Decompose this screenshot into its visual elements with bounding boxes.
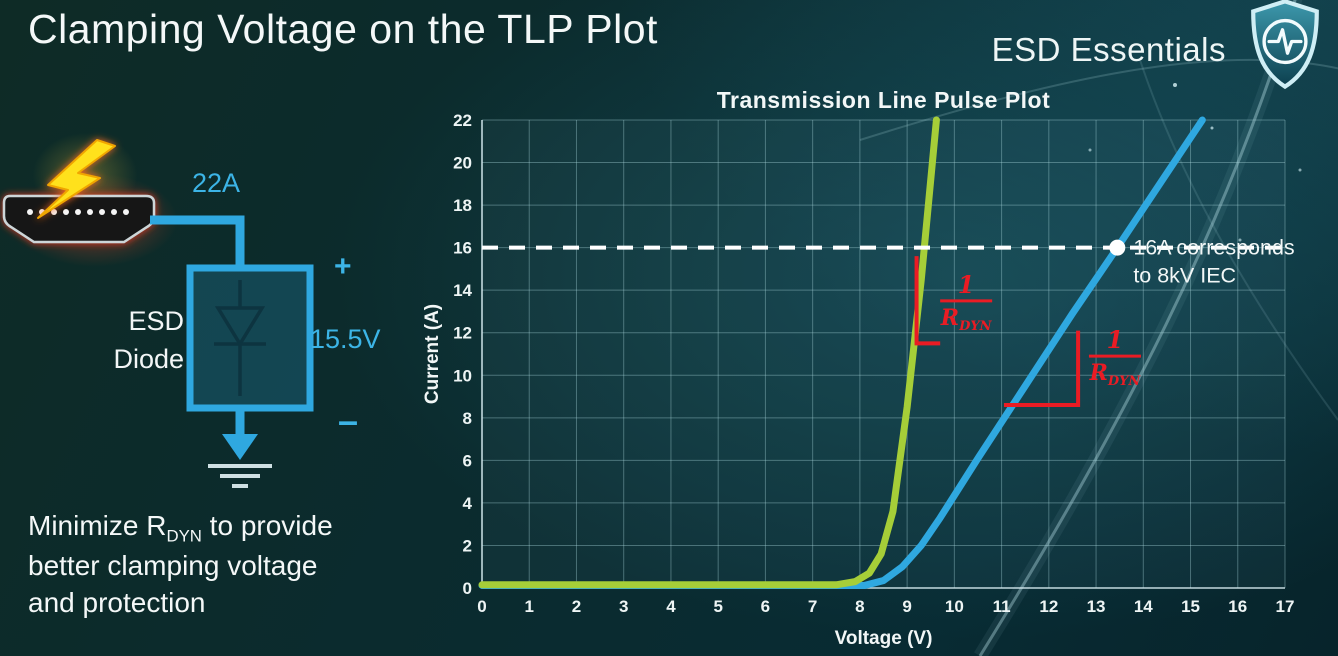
minus-label: –: [338, 400, 359, 441]
y-tick-labels: 0 2 4 6 8 10 12 14 16 18 20 22: [453, 111, 472, 598]
note-line1-pre: Minimize R: [28, 510, 167, 541]
swoosh-glow-1: [974, 0, 1303, 656]
svg-text:to 8kV IEC: to 8kV IEC: [1133, 264, 1236, 288]
svg-text:6: 6: [463, 451, 472, 470]
svg-text:12: 12: [1039, 597, 1058, 616]
rdyn-fraction-0: 1 RDYN: [940, 270, 993, 334]
surge-wire: [150, 215, 245, 270]
svg-text:13: 13: [1087, 597, 1106, 616]
svg-text:4: 4: [463, 494, 473, 513]
note-line1-post: to provide: [201, 510, 333, 541]
esd-diode-box: [186, 264, 314, 412]
svg-text:2: 2: [463, 536, 472, 555]
rdyn-fraction-1: 1 RDYN: [1089, 325, 1142, 389]
svg-text:2: 2: [572, 597, 581, 616]
hdmi-connector-icon: [2, 194, 156, 244]
esd-diode-label-line1: ESD: [128, 306, 184, 336]
esd-diagram-graphic: [2, 139, 314, 488]
svg-text:6: 6: [761, 597, 770, 616]
svg-text:1: 1: [958, 270, 975, 299]
surge-current-label: 22A: [192, 168, 241, 198]
clamp-voltage-label: 15.5V: [310, 324, 381, 354]
svg-text:0: 0: [477, 597, 486, 616]
svg-text:20: 20: [453, 154, 472, 173]
svg-text:15: 15: [1181, 597, 1200, 616]
svg-text:16: 16: [1228, 597, 1247, 616]
x-tick-labels: 0 1 2 3 4 5 6 7 8 9 10 11 12 13 14 15 16 17: [477, 597, 1294, 616]
svg-text:7: 7: [808, 597, 817, 616]
esd-diode-label-line2: Diode: [113, 344, 184, 375]
lightning-bolt-icon: [37, 139, 116, 219]
svg-text:14: 14: [1134, 597, 1153, 616]
note-line1-sub: DYN: [166, 526, 202, 546]
chart-title: Transmission Line Pulse Plot: [717, 88, 1051, 113]
diode-symbol: [214, 280, 266, 396]
plot-area: [482, 120, 1285, 588]
clamping-note: Minimize RDYN to provide better clamping…: [28, 508, 333, 622]
ground-symbol-icon: [208, 464, 272, 488]
svg-text:RDYN: RDYN: [1089, 360, 1142, 389]
svg-text:17: 17: [1276, 597, 1295, 616]
svg-text:12: 12: [453, 324, 472, 343]
slope-indicator-1: [1003, 330, 1081, 408]
svg-text:RDYN: RDYN: [940, 305, 993, 334]
note-line3: and protection: [28, 586, 206, 618]
svg-text:18: 18: [453, 196, 472, 215]
tlp-chart: 1 RDYN 1 RDYN 16A corresponds to 8kV IEC 0 1 2 3 4…: [420, 87, 1338, 656]
swoosh-line-3: [1139, 59, 1338, 421]
swoosh-line-1: [978, 0, 1297, 656]
svg-text:10: 10: [945, 597, 964, 616]
note-line2: better clamping voltage: [28, 549, 318, 581]
svg-text:0: 0: [463, 579, 472, 598]
svg-text:16A corresponds: 16A corresponds: [1133, 236, 1294, 260]
hdmi-pins: [27, 209, 129, 215]
svg-text:1: 1: [1107, 325, 1124, 354]
svg-text:14: 14: [453, 281, 472, 300]
marker-label: 16A corresponds to 8kV IEC: [1133, 236, 1294, 288]
svg-text:9: 9: [902, 597, 911, 616]
brand: ESD Essentials: [991, 0, 1332, 90]
svg-text:5: 5: [713, 597, 722, 616]
svg-text:8: 8: [463, 409, 472, 428]
star-dots: [1088, 58, 1302, 242]
svg-text:1: 1: [525, 597, 534, 616]
esd-diode-label: ESD Diode: [88, 302, 184, 379]
svg-text:4: 4: [666, 597, 676, 616]
svg-text:11: 11: [993, 597, 1011, 616]
svg-text:22: 22: [453, 111, 472, 130]
x-axis-label: Voltage (V): [835, 628, 933, 649]
shield-logo-icon: [1251, 0, 1319, 90]
svg-text:16: 16: [453, 239, 472, 258]
svg-text:8: 8: [855, 597, 864, 616]
ground-arrow: [222, 408, 258, 460]
marker-16A-dot: [1109, 239, 1126, 256]
y-axis-label: Current (A): [422, 304, 443, 404]
svg-text:3: 3: [619, 597, 628, 616]
svg-text:10: 10: [453, 366, 472, 385]
series-line-0: [478, 116, 1206, 589]
plus-label: +: [334, 250, 352, 283]
page-title: Clamping Voltage on the TLP Plot: [28, 6, 658, 52]
brand-text: ESD Essentials: [991, 31, 1226, 68]
slope-indicator-0: [914, 256, 941, 346]
